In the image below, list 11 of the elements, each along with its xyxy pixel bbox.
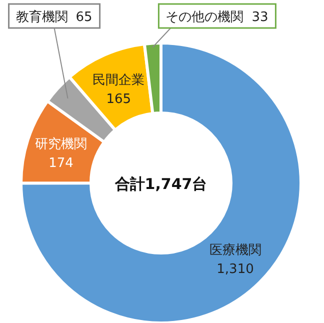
slice-label: 民間企業 (92, 72, 145, 88)
data-label: 165 (106, 92, 132, 107)
data-label: 33 (252, 10, 268, 25)
slice-label: 医療機関 (209, 243, 262, 258)
slice-label: 教育機関 (16, 9, 68, 25)
slice-label: 研究機関 (35, 136, 88, 152)
slice-label: その他の機関 (166, 10, 244, 25)
data-label: 174 (48, 156, 74, 171)
text: 合計1,747台 (114, 175, 208, 193)
data-label: 1,310 (216, 262, 254, 278)
data-label: 65 (76, 10, 92, 25)
